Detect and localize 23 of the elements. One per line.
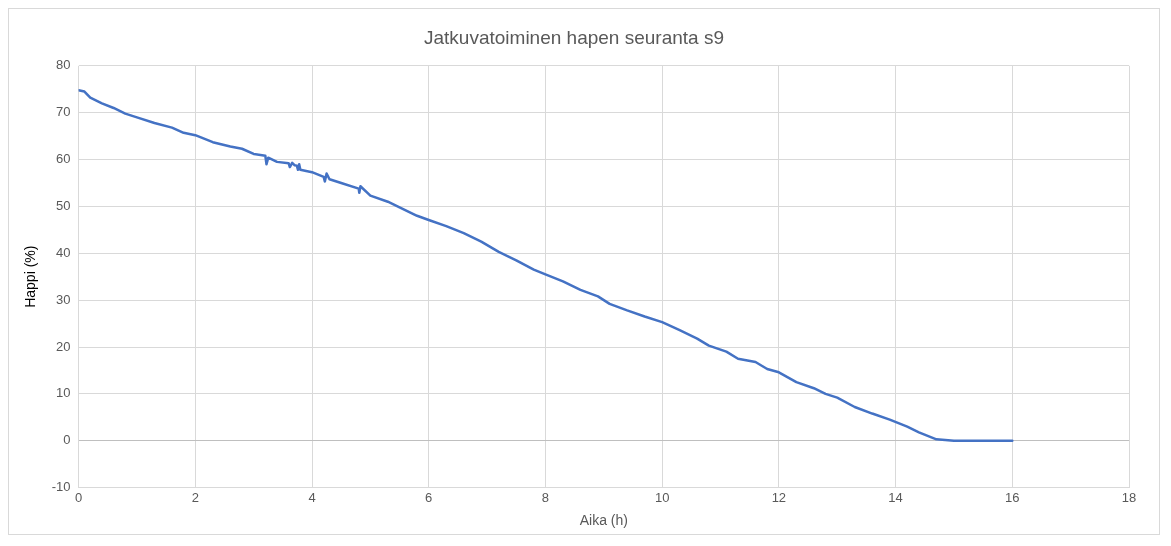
y-tick-label: -10 <box>51 479 71 495</box>
y-tick-label: 30 <box>56 291 71 307</box>
x-tick-label: 14 <box>888 489 903 505</box>
x-tick-label: 6 <box>425 489 433 505</box>
x-tick-label: 16 <box>1005 489 1020 505</box>
y-tick-label: 70 <box>56 104 71 120</box>
y-tick-label: 0 <box>63 432 71 448</box>
chart-title: Jatkuvatoiminen hapen seuranta s9 <box>424 26 724 48</box>
x-tick-label: 4 <box>308 489 316 505</box>
x-tick-label: 2 <box>191 489 199 505</box>
x-axis-title: Aika (h) <box>579 512 628 529</box>
x-tick-label: 12 <box>771 489 787 505</box>
x-tick-label: 10 <box>654 489 670 505</box>
x-tick-label: 0 <box>74 489 83 505</box>
y-axis-title: Happi (%) <box>22 245 39 308</box>
y-tick-label: 60 <box>56 151 71 167</box>
x-tick-label: 8 <box>541 489 550 505</box>
y-tick-label: 80 <box>56 57 71 73</box>
y-tick-label: 50 <box>56 197 71 213</box>
y-tick-label: 10 <box>56 385 71 401</box>
y-tick-label: 40 <box>56 244 71 260</box>
y-tick-label: 20 <box>56 338 71 354</box>
x-tick-label: 18 <box>1121 489 1137 505</box>
